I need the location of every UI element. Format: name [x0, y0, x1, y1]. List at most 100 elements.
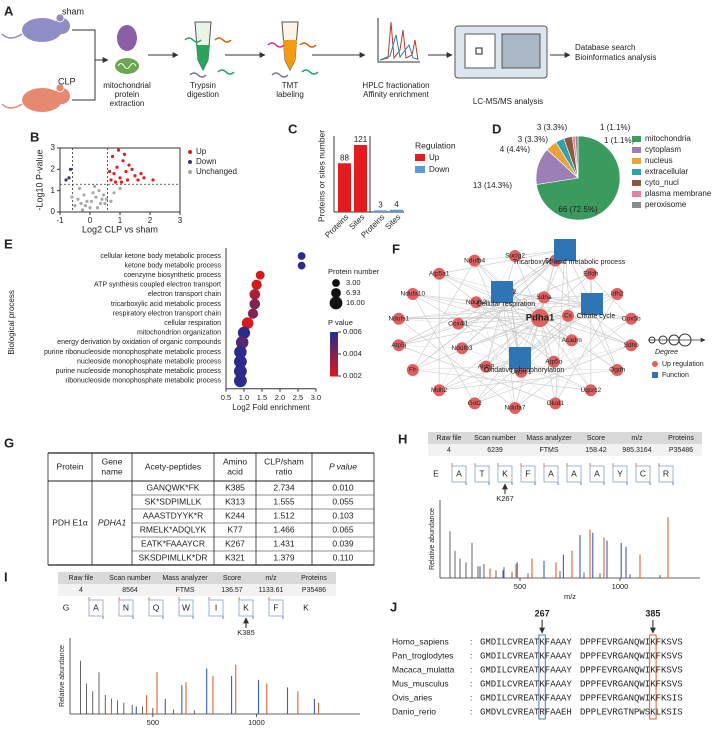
edge: [398, 293, 618, 320]
x-axis-label: Log2 Fold enrichment: [232, 403, 310, 412]
node-label: Atp5o: [545, 358, 562, 365]
residue-box: [118, 599, 134, 617]
point: [139, 172, 143, 176]
table-header: acid: [227, 466, 243, 476]
legend-label: 16.00: [346, 298, 365, 307]
protein-node: [433, 384, 446, 397]
table-cell: FTMS: [175, 587, 194, 594]
x-tick-label: Sites: [383, 213, 402, 232]
table-cell: AAASTDYYK*R: [143, 510, 203, 520]
table-cell: SKSDPIMLLK*DR: [139, 552, 208, 562]
residue: A: [571, 468, 577, 478]
edge: [564, 249, 632, 320]
colorbar-cell: [330, 373, 338, 377]
y-tick-label: 0: [51, 207, 56, 216]
protein-node: [452, 317, 465, 330]
point: [92, 184, 97, 188]
panel-label: A: [4, 3, 14, 18]
table-cell: 136.57: [221, 587, 243, 594]
point: [125, 178, 130, 182]
step-label: TMT: [282, 81, 299, 90]
edge: [514, 340, 572, 409]
tube-liquid: [283, 40, 297, 70]
residue: A: [594, 468, 600, 478]
protein-node: [584, 384, 597, 397]
legend-dot: [188, 150, 192, 154]
x-tick-label: 3.0: [311, 393, 321, 402]
edge: [514, 318, 632, 409]
site-box: [649, 634, 657, 720]
point: [91, 191, 95, 195]
edge: [485, 366, 618, 371]
y-tick-label: 3: [51, 143, 56, 152]
x-tick-label: 2: [148, 216, 153, 225]
point: [70, 195, 74, 199]
point: [112, 191, 116, 195]
panel-label: E: [4, 236, 13, 251]
edge: [398, 318, 459, 324]
point: [118, 186, 122, 191]
protein-node: [584, 267, 597, 280]
point: [98, 201, 103, 206]
protein-node: [406, 288, 419, 300]
sequence: DPPLEVRGTNPWSKLKSIS: [580, 707, 683, 717]
y-tick-label: coenzyme biosynthetic process: [124, 272, 222, 279]
edge: [475, 302, 516, 409]
species-name: Ovis_aries: [392, 692, 432, 702]
slice-label: 13 (14.3%): [473, 181, 512, 190]
x-axis-label: Log2 CLP vs sham: [82, 224, 158, 234]
panel-label: H: [398, 431, 407, 446]
node-label: Cs: [564, 312, 573, 319]
node-label: Sdha: [536, 294, 552, 301]
table-header: Mass analyzer: [162, 575, 208, 582]
hplc-trace: [379, 21, 419, 61]
residue: Y: [617, 468, 623, 478]
edge: [438, 255, 516, 391]
table-header: Proteins: [668, 435, 694, 442]
colorbar-cell: [330, 338, 338, 342]
bar: [354, 144, 367, 212]
protein-node: [392, 312, 405, 325]
legend-swatch: [415, 166, 425, 173]
residue: W: [182, 602, 190, 612]
legend-label: cytoplasm: [645, 145, 681, 154]
point: [67, 176, 71, 180]
y-tick-label: energy derivation by oxidation of organi…: [57, 339, 221, 346]
y-tick-label: respiratory electron transport chain: [113, 310, 221, 317]
edge: [539, 317, 592, 391]
edge: [555, 293, 618, 404]
residue: K: [502, 468, 508, 478]
edge: [521, 344, 632, 373]
residue: T: [479, 468, 484, 478]
group-label: CLP: [58, 76, 76, 86]
bracket: [72, 29, 108, 101]
dot: [251, 279, 262, 290]
species-name: Pan_troglodytes: [392, 650, 453, 660]
function-node: [581, 293, 603, 315]
point: [73, 204, 77, 208]
point: [76, 197, 80, 201]
point: [94, 195, 98, 199]
edge: [398, 344, 556, 404]
table-cell: K267: [225, 538, 245, 548]
legend-label: plasma membrane: [645, 189, 712, 198]
species-name: Homo_sapiens: [392, 636, 449, 646]
legend-swatch: [632, 158, 641, 164]
value-label: 88: [340, 153, 349, 162]
edge: [439, 273, 632, 346]
step-label: Bioinformatics analysis: [575, 53, 656, 62]
legend-label: Degree: [655, 349, 678, 356]
protein-node: [509, 402, 521, 414]
node-label: Atp5a1: [429, 270, 450, 277]
residue: A: [456, 468, 462, 478]
edge: [474, 303, 593, 404]
y-axis-label: -Log10 P-value: [34, 149, 44, 210]
step-label: Database search: [575, 43, 635, 52]
protein-node: [480, 360, 492, 373]
dot: [241, 317, 254, 330]
colorbar-label: 0.006: [343, 327, 362, 336]
edge: [398, 317, 541, 346]
mouse-ear: [55, 13, 65, 23]
edge: [474, 317, 541, 404]
